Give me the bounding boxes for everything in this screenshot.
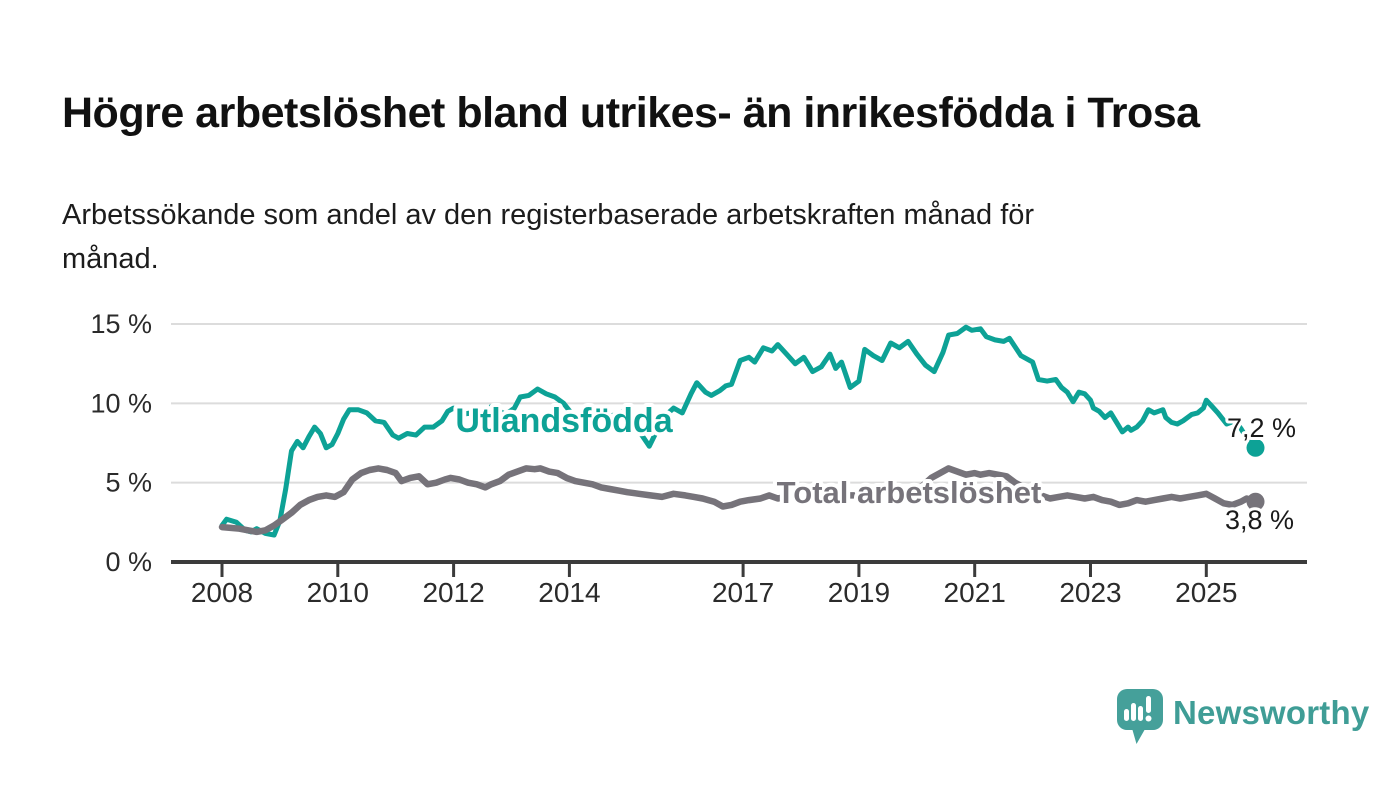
series-line-total — [218, 465, 1259, 536]
x-axis-ticks: 2008 2010 2012 2014 2017 2019 2021 2023 2025 — [191, 564, 1237, 608]
y-tick-label: 0 % — [105, 547, 152, 577]
x-tick-label: 2017 — [712, 577, 774, 608]
y-tick-label: 10 % — [90, 388, 152, 418]
y-gridlines: 0 % 5 % 10 % 15 % — [90, 309, 1307, 577]
y-tick-label: 15 % — [90, 309, 152, 339]
x-tick-label: 2010 — [307, 577, 369, 608]
y-tick-label: 5 % — [105, 468, 152, 498]
x-tick-label: 2008 — [191, 577, 253, 608]
series-label-utlandsfodda: Utlandsfödda — [455, 402, 673, 440]
x-tick-label: 2019 — [828, 577, 890, 608]
series-lines — [218, 324, 1265, 538]
series-end-dot-utlandsfodda — [1246, 438, 1265, 457]
series-end-dot-total — [1246, 492, 1265, 511]
brand-name: Newsworthy — [1173, 694, 1370, 731]
x-tick-label: 2014 — [538, 577, 600, 608]
page-title: Högre arbetslöshet bland utrikes- än inr… — [62, 88, 1200, 137]
logo-bar-icon — [1131, 703, 1136, 721]
series-line-utlandsfodda — [219, 324, 1258, 538]
newsworthy-logo-icon — [1117, 689, 1163, 744]
logo-exclamation-icon — [1146, 696, 1151, 713]
newsworthy-logo: Newsworthy — [1116, 688, 1369, 748]
x-tick-label: 2012 — [422, 577, 484, 608]
series-label-total-arbetsloshet: Total arbetslöshet — [777, 475, 1042, 510]
end-value-label-total: 3,8 % — [1225, 505, 1294, 535]
x-tick-label: 2025 — [1175, 577, 1237, 608]
x-tick-label: 2021 — [944, 577, 1006, 608]
logo-bar-icon — [1124, 709, 1129, 721]
end-value-label-utlandsfodda: 7,2 % — [1227, 413, 1296, 443]
logo-bar-icon — [1138, 706, 1143, 721]
logo-exclamation-dot-icon — [1145, 715, 1152, 722]
x-tick-label: 2023 — [1059, 577, 1121, 608]
chart-description: Arbetssökande som andel av den registerb… — [62, 199, 1035, 275]
